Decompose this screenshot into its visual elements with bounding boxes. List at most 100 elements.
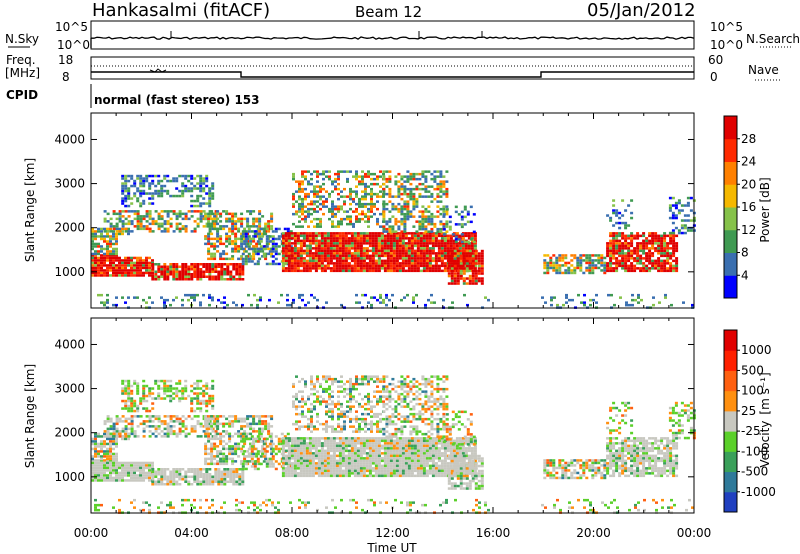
heatmap-cell	[121, 220, 125, 223]
heatmap-cell	[367, 185, 370, 188]
heatmap-cell	[163, 275, 167, 278]
heatmap-cell	[106, 232, 109, 236]
heatmap-cell	[106, 476, 109, 480]
heatmap-cell	[115, 266, 118, 270]
heatmap-cell	[220, 480, 224, 483]
heatmap-cell	[627, 242, 631, 245]
heatmap-cell	[112, 237, 115, 241]
heatmap-cell	[609, 239, 613, 243]
heatmap-cell	[127, 387, 131, 390]
heatmap-cell	[169, 379, 173, 383]
heatmap-cell	[376, 200, 379, 203]
heatmap-cell	[240, 417, 244, 421]
heatmap-cell	[305, 247, 309, 250]
heatmap-cell	[313, 207, 316, 211]
heatmap-cell	[465, 262, 469, 265]
heatmap-cell	[204, 422, 208, 426]
heatmap-cell	[365, 239, 369, 243]
heatmap-cell	[175, 263, 179, 266]
heatmap-cell	[142, 182, 146, 185]
heatmap-cell	[265, 237, 269, 241]
heatmap-cell	[136, 225, 140, 228]
heatmap-cell	[163, 379, 167, 383]
heatmap-cell	[305, 237, 309, 240]
heatmap-cell	[410, 249, 414, 253]
heatmap-cell	[346, 177, 349, 181]
heatmap-cell	[139, 274, 142, 277]
heatmap-cell	[145, 471, 148, 475]
heatmap-cell	[121, 399, 125, 403]
heatmap-cell	[237, 445, 241, 448]
heatmap-cell	[252, 225, 256, 228]
heatmap-cell	[329, 249, 333, 253]
heatmap-cell	[424, 185, 428, 188]
heatmap-cell	[91, 261, 94, 265]
heatmap-cell	[199, 379, 203, 383]
heatmap-cell	[184, 470, 188, 473]
heatmap-cell	[471, 269, 475, 273]
heatmap-cell	[328, 192, 331, 196]
heatmap-cell	[232, 480, 236, 483]
heatmap-cell	[308, 249, 312, 253]
heatmap-cell	[270, 215, 274, 218]
heatmap-cell	[265, 437, 269, 441]
colorbar-tick-label: 12	[741, 223, 756, 237]
heatmap-cell	[371, 237, 375, 240]
heatmap-cell	[543, 266, 547, 270]
heatmap-cell	[281, 257, 285, 260]
heatmap-cell	[178, 189, 182, 193]
heatmap-cell	[207, 247, 211, 251]
heatmap-cell	[621, 221, 625, 225]
heatmap-cell	[362, 269, 366, 273]
heatmap-cell	[281, 269, 285, 273]
heatmap-cell	[603, 271, 607, 275]
heatmap-cell	[364, 182, 367, 186]
heatmap-cell	[262, 442, 266, 446]
heatmap-cell	[424, 225, 428, 228]
heatmap-cell	[106, 474, 109, 477]
heatmap-cell	[407, 269, 411, 273]
heatmap-cell	[142, 397, 146, 400]
heatmap-cell	[409, 215, 413, 218]
heatmap-cell	[106, 469, 109, 472]
heatmap-cell	[645, 244, 649, 248]
heatmap-cell	[467, 237, 471, 240]
heatmap-cell	[250, 450, 254, 453]
heatmap-cell	[237, 417, 241, 421]
heatmap-cell	[281, 264, 285, 268]
heatmap-cell	[311, 262, 315, 265]
heatmap-cell	[97, 474, 100, 477]
heatmap-cell	[166, 268, 170, 271]
heatmap-cell	[219, 437, 223, 441]
heatmap-cell	[208, 480, 212, 483]
heatmap-cell	[181, 394, 185, 398]
heatmap-cell	[313, 185, 316, 188]
heatmap-cell	[347, 232, 351, 235]
heatmap-cell	[231, 242, 235, 246]
heatmap-cell	[151, 274, 154, 277]
heatmap-cell	[190, 230, 194, 233]
heatmap-cell	[648, 239, 652, 243]
heatmap-cell	[645, 267, 649, 270]
heatmap-cell	[606, 262, 610, 265]
heatmap-cell	[458, 252, 462, 255]
heatmap-cell	[255, 220, 259, 223]
heatmap-cell	[335, 264, 339, 268]
heatmap-cell	[210, 455, 214, 458]
heatmap-cell	[211, 187, 215, 190]
heatmap-cell	[103, 466, 106, 470]
heatmap-cell	[431, 242, 435, 245]
heatmap-cell	[301, 202, 304, 206]
heatmap-cell	[172, 473, 176, 476]
heatmap-cell	[100, 269, 103, 272]
heatmap-cell	[255, 437, 259, 441]
heatmap-cell	[121, 210, 125, 213]
heatmap-cell	[615, 267, 619, 270]
heatmap-cell	[319, 222, 322, 226]
heatmap-cell	[178, 478, 182, 481]
heatmap-cell	[241, 475, 245, 478]
heatmap-cell	[175, 179, 179, 183]
heatmap-cell	[190, 389, 194, 393]
heatmap-cell	[232, 278, 236, 281]
heatmap-cell	[449, 247, 453, 250]
